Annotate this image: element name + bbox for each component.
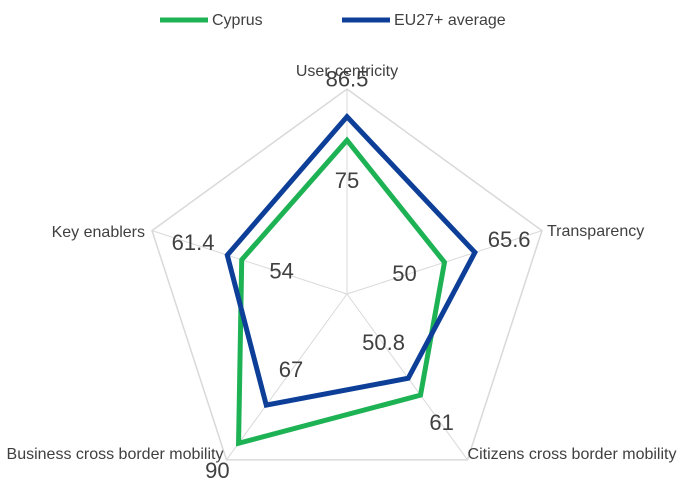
- series-line: [224, 112, 478, 409]
- data-label: 61: [429, 410, 453, 435]
- data-label: 61.4: [172, 230, 215, 255]
- category-label: Citizens cross border mobility: [467, 446, 677, 463]
- data-label: 86.5: [326, 66, 369, 91]
- series-line: [235, 136, 448, 447]
- category-label: Business cross border mobility: [6, 446, 224, 463]
- data-label: 90: [205, 458, 229, 483]
- data-label: 75: [335, 168, 359, 193]
- data-label: 50.8: [362, 330, 405, 355]
- spoke: [151, 230, 348, 295]
- legend-label: Cyprus: [212, 12, 263, 29]
- category-label: Key enablers: [51, 224, 145, 241]
- category-label: User-centricity: [295, 63, 399, 80]
- category-label: Transparency: [547, 223, 645, 240]
- radar-frame: [151, 88, 543, 461]
- data-label: 54: [269, 259, 293, 284]
- data-label: 67: [279, 357, 303, 382]
- data-label: 50: [392, 261, 416, 286]
- legend-label: EU27+ average: [394, 12, 506, 29]
- data-label: 65.6: [488, 227, 531, 252]
- spoke: [226, 293, 348, 461]
